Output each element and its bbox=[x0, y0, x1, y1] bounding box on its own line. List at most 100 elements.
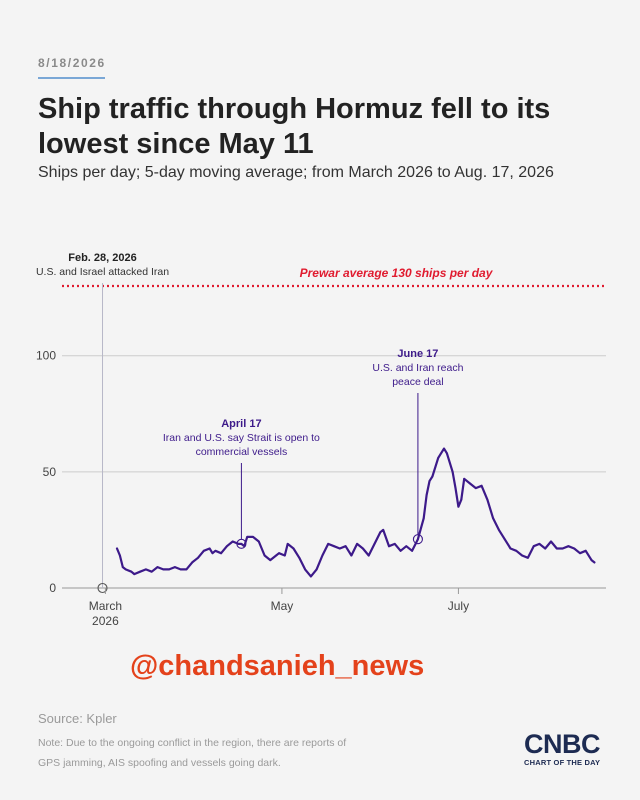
data-point-75 bbox=[486, 498, 489, 501]
data-point-94 bbox=[593, 561, 596, 564]
x-tick-sublabel-march: 2026 bbox=[92, 614, 119, 628]
data-point-90 bbox=[573, 547, 576, 550]
data-point-42 bbox=[321, 554, 324, 557]
data-point-60 bbox=[422, 517, 425, 520]
x-tick-label-march: March bbox=[89, 599, 122, 613]
annotation-marker-1 bbox=[97, 582, 108, 594]
data-point-29 bbox=[252, 536, 254, 538]
data-point-79 bbox=[509, 547, 512, 550]
x-tick-label-may: May bbox=[271, 599, 294, 613]
data-point-1 bbox=[116, 547, 118, 550]
data-point-32 bbox=[269, 559, 272, 561]
data-point-83 bbox=[532, 545, 535, 548]
data-point-33 bbox=[275, 554, 277, 557]
data-point-89 bbox=[567, 545, 570, 548]
data-point-85 bbox=[544, 547, 547, 550]
data-point-30 bbox=[257, 540, 260, 543]
data-point-54 bbox=[388, 545, 390, 548]
data-point-2 bbox=[119, 554, 121, 557]
data-point-77 bbox=[498, 529, 500, 531]
data-point-48 bbox=[356, 543, 358, 545]
cnbc-logo-text: CNBC bbox=[524, 729, 601, 759]
prewar-reference: Prewar average 130 ships per day bbox=[62, 266, 606, 288]
data-point-6 bbox=[133, 573, 136, 575]
cnbc-logo-subtext: CHART OF THE DAY bbox=[524, 758, 601, 767]
data-point-81 bbox=[521, 554, 523, 557]
annotation-text-3-2: peace deal bbox=[392, 376, 443, 388]
data-point-37 bbox=[292, 547, 295, 550]
y-tick-label-0: 0 bbox=[49, 581, 56, 595]
data-point-45 bbox=[338, 547, 341, 550]
data-point-43 bbox=[327, 543, 330, 545]
data-point-73 bbox=[474, 487, 477, 489]
data-point-40 bbox=[310, 575, 312, 578]
data-point-80 bbox=[515, 549, 518, 552]
annotations: Feb. 28, 2026 U.S. and Israel attacked Ir… bbox=[36, 252, 464, 588]
data-point-11 bbox=[162, 568, 165, 571]
data-point-65 bbox=[443, 447, 445, 450]
data-point-10 bbox=[156, 566, 159, 568]
annotation-date-3: June 17 bbox=[397, 348, 438, 360]
annotation-date-2: April 17 bbox=[221, 418, 261, 430]
data-point-61 bbox=[425, 494, 428, 496]
data-point-28 bbox=[246, 536, 249, 538]
data-point-36 bbox=[286, 543, 289, 545]
annotation-marker-3 bbox=[412, 534, 423, 545]
data-point-25 bbox=[237, 543, 240, 545]
data-point-26 bbox=[240, 543, 243, 545]
data-point-56 bbox=[399, 549, 402, 552]
data-point-39 bbox=[304, 568, 306, 571]
data-point-84 bbox=[538, 543, 541, 545]
data-point-55 bbox=[393, 543, 396, 545]
gridlines bbox=[62, 355, 606, 589]
prewar-average-label: Prewar average 130 ships per day bbox=[300, 266, 494, 280]
data-point-93 bbox=[590, 559, 593, 561]
data-point-38 bbox=[298, 556, 301, 559]
data-point-44 bbox=[333, 545, 335, 548]
date-underline bbox=[38, 77, 105, 79]
data-point-19 bbox=[208, 547, 211, 550]
annotation-marker-2 bbox=[236, 538, 247, 549]
data-point-58 bbox=[411, 549, 413, 552]
series-line-1 bbox=[115, 447, 596, 578]
data-point-23 bbox=[226, 545, 228, 548]
data-point-4 bbox=[124, 568, 127, 571]
data-point-82 bbox=[527, 556, 529, 559]
data-point-70 bbox=[460, 498, 463, 501]
data-point-69 bbox=[457, 505, 460, 508]
data-point-47 bbox=[350, 554, 353, 557]
data-point-18 bbox=[202, 549, 205, 552]
data-point-14 bbox=[179, 568, 182, 571]
data-point-34 bbox=[278, 552, 280, 555]
y-tick-label-50: 50 bbox=[43, 465, 57, 479]
data-point-64 bbox=[437, 457, 440, 459]
data-point-62 bbox=[428, 480, 431, 482]
data-point-31 bbox=[263, 554, 266, 557]
data-point-8 bbox=[145, 568, 147, 571]
data-point-68 bbox=[454, 487, 457, 489]
data-point-12 bbox=[168, 568, 171, 571]
data-point-22 bbox=[220, 552, 223, 555]
data-point-71 bbox=[463, 477, 466, 480]
data-point-35 bbox=[283, 554, 286, 557]
data-point-57 bbox=[405, 545, 408, 548]
data-point-67 bbox=[451, 470, 454, 473]
data-point-49 bbox=[362, 547, 364, 550]
annotation-date-1: Feb. 28, 2026 bbox=[68, 252, 137, 264]
data-point-66 bbox=[446, 452, 448, 455]
data-point-91 bbox=[579, 552, 581, 555]
data-point-50 bbox=[367, 554, 370, 557]
chart-subtitle: Ships per day; 5-day moving average; fro… bbox=[38, 164, 554, 181]
data-point-72 bbox=[469, 482, 471, 485]
watermark-handle: @chandsanieh_news bbox=[130, 650, 425, 682]
data-point-59 bbox=[417, 538, 419, 541]
data-point-3 bbox=[121, 566, 124, 568]
data-point-5 bbox=[130, 570, 133, 573]
note-text: Note: Due to the ongoing conflict in the… bbox=[38, 737, 347, 769]
data-point-87 bbox=[555, 547, 558, 550]
data-point-13 bbox=[174, 566, 176, 568]
data-point-21 bbox=[214, 549, 217, 552]
data-point-20 bbox=[211, 552, 214, 555]
